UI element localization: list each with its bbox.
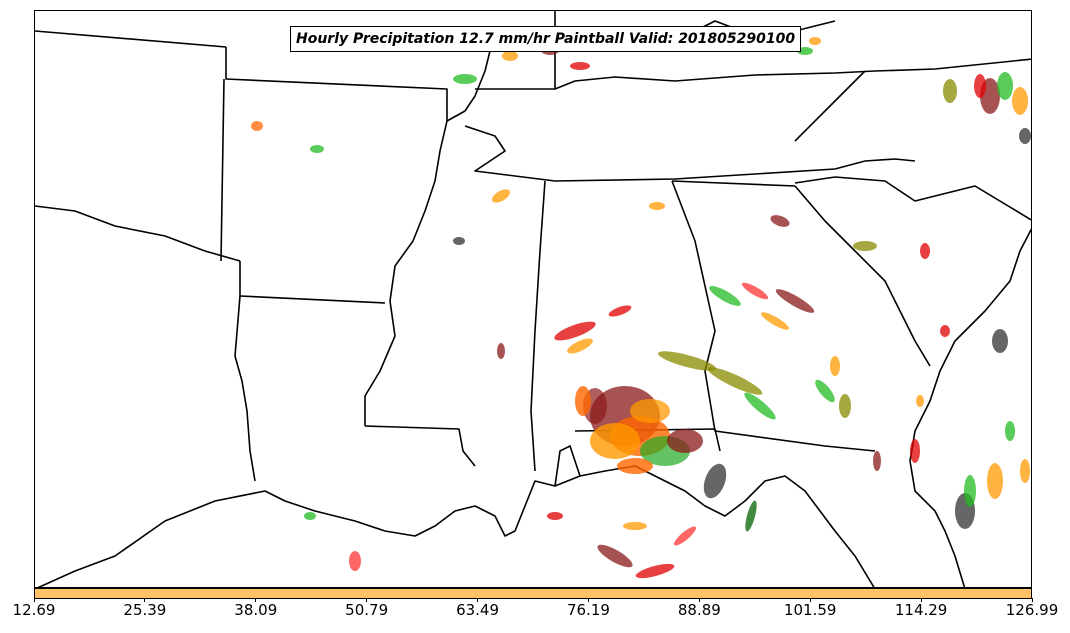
precip-blob (310, 145, 324, 153)
colorbar-tick-mark (698, 598, 700, 602)
precip-blob (630, 399, 670, 423)
state-border-alabama-georgia (671, 180, 876, 452)
precip-blob (1012, 87, 1028, 115)
precip-blob (453, 74, 477, 84)
colorbar-tick-label: 114.29 (894, 601, 948, 619)
precip-blob (744, 392, 776, 420)
precip-blob (761, 312, 789, 330)
precip-blob (853, 241, 877, 251)
state-border-georgia-tn (671, 180, 796, 187)
precip-blob (920, 243, 930, 259)
precip-blob (703, 463, 727, 499)
precip-blob (815, 379, 835, 403)
precip-blob (554, 321, 596, 341)
precip-blob (987, 463, 1003, 499)
precip-blob (251, 121, 263, 131)
colorbar-tick-mark (255, 598, 257, 602)
map-canvas (35, 11, 1031, 587)
precip-blob (1019, 128, 1031, 144)
precip-blob (964, 475, 976, 507)
state-border-kansas-oklahoma (35, 205, 241, 262)
colorbar-tick-mark (920, 598, 922, 602)
colorbar-tick-mark (1031, 598, 1033, 602)
gulf-coastline (37, 465, 875, 587)
precip-blob (992, 329, 1008, 353)
precip-blob (567, 338, 593, 354)
precip-blob (809, 37, 821, 45)
state-border-kentucky-va (794, 70, 866, 142)
state-border-oklahoma-arkansas (220, 78, 225, 262)
precip-blob (770, 215, 790, 227)
state-border-texas-louisiana (234, 261, 256, 482)
precip-blob (943, 79, 957, 103)
state-border-louisiana-mississippi (364, 425, 476, 467)
colorbar-tick-mark (366, 598, 368, 602)
precip-blob (635, 563, 675, 579)
precip-blob (491, 189, 511, 203)
precip-blob (707, 367, 763, 395)
precip-blob (304, 512, 316, 520)
map-panel: Hourly Precipitation 12.7 mm/hr Paintbal… (34, 10, 1032, 588)
precip-blob (910, 439, 920, 463)
state-border-tennessee-north (464, 125, 916, 182)
colorbar-tick-label: 12.69 (12, 601, 56, 619)
precip-blob (1005, 421, 1015, 441)
precip-blob (608, 305, 632, 317)
colorbar-tick-label: 25.39 (123, 601, 167, 619)
precip-blob (570, 62, 590, 70)
state-border-missouri-illinois (225, 40, 496, 122)
colorbar-tick-label: 126.99 (1005, 601, 1059, 619)
precip-blob (502, 51, 518, 61)
precip-blob (839, 394, 851, 418)
map-title: Hourly Precipitation 12.7 mm/hr Paintbal… (290, 26, 802, 52)
colorbar-tick-mark (587, 598, 589, 602)
state-border-mississippi-river (364, 120, 448, 426)
state-border-iowa-missouri (35, 30, 227, 48)
precipitation-paintball-layer (251, 27, 1031, 579)
colorbar-tick-mark (477, 598, 479, 602)
precip-blob (547, 512, 563, 520)
colorbar-tick-mark (33, 598, 35, 602)
precip-blob (617, 458, 653, 474)
precip-blob (575, 386, 591, 416)
precip-blob (597, 544, 633, 568)
state-border-nc-sc (794, 176, 1031, 221)
precip-blob (623, 522, 647, 530)
precip-blob (649, 202, 665, 210)
precip-blob (741, 282, 769, 300)
precip-blob (657, 351, 717, 371)
precip-blob (974, 74, 986, 98)
precip-blob (775, 289, 815, 313)
colorbar-tick-label: 88.89 (677, 601, 721, 619)
state-border-kentucky-tennessee (475, 70, 876, 90)
precip-blob (497, 343, 505, 359)
precip-blob (673, 526, 697, 546)
precip-blob (590, 423, 640, 459)
precip-blob (830, 356, 840, 376)
colorbar-tick-mark (144, 598, 146, 602)
precip-blob (997, 72, 1013, 100)
precip-blob (916, 395, 924, 407)
precip-blob (709, 286, 741, 306)
precip-blob (873, 451, 881, 471)
colorbar-tick-label: 50.79 (345, 601, 389, 619)
precip-blob (940, 325, 950, 337)
colorbar-tick-label: 76.19 (566, 601, 610, 619)
precip-blob (667, 429, 703, 453)
colorbar (34, 588, 1032, 599)
colorbar-tick-label: 101.59 (783, 601, 837, 619)
precip-blob (453, 237, 465, 245)
precip-blob (745, 500, 757, 532)
colorbar-tick-label: 63.49 (456, 601, 500, 619)
state-border-georgia-sc (794, 185, 931, 367)
precip-blob (349, 551, 361, 571)
state-border-arkansas-louisiana (239, 295, 386, 304)
mobile-bay (554, 445, 581, 487)
precip-blob (1020, 459, 1030, 483)
colorbar-tick-label: 38.09 (234, 601, 278, 619)
atlantic-coastline (909, 228, 1031, 587)
state-border-virginia (874, 58, 1031, 72)
colorbar-tick-mark (809, 598, 811, 602)
state-border-mississippi-alabama (530, 180, 546, 472)
